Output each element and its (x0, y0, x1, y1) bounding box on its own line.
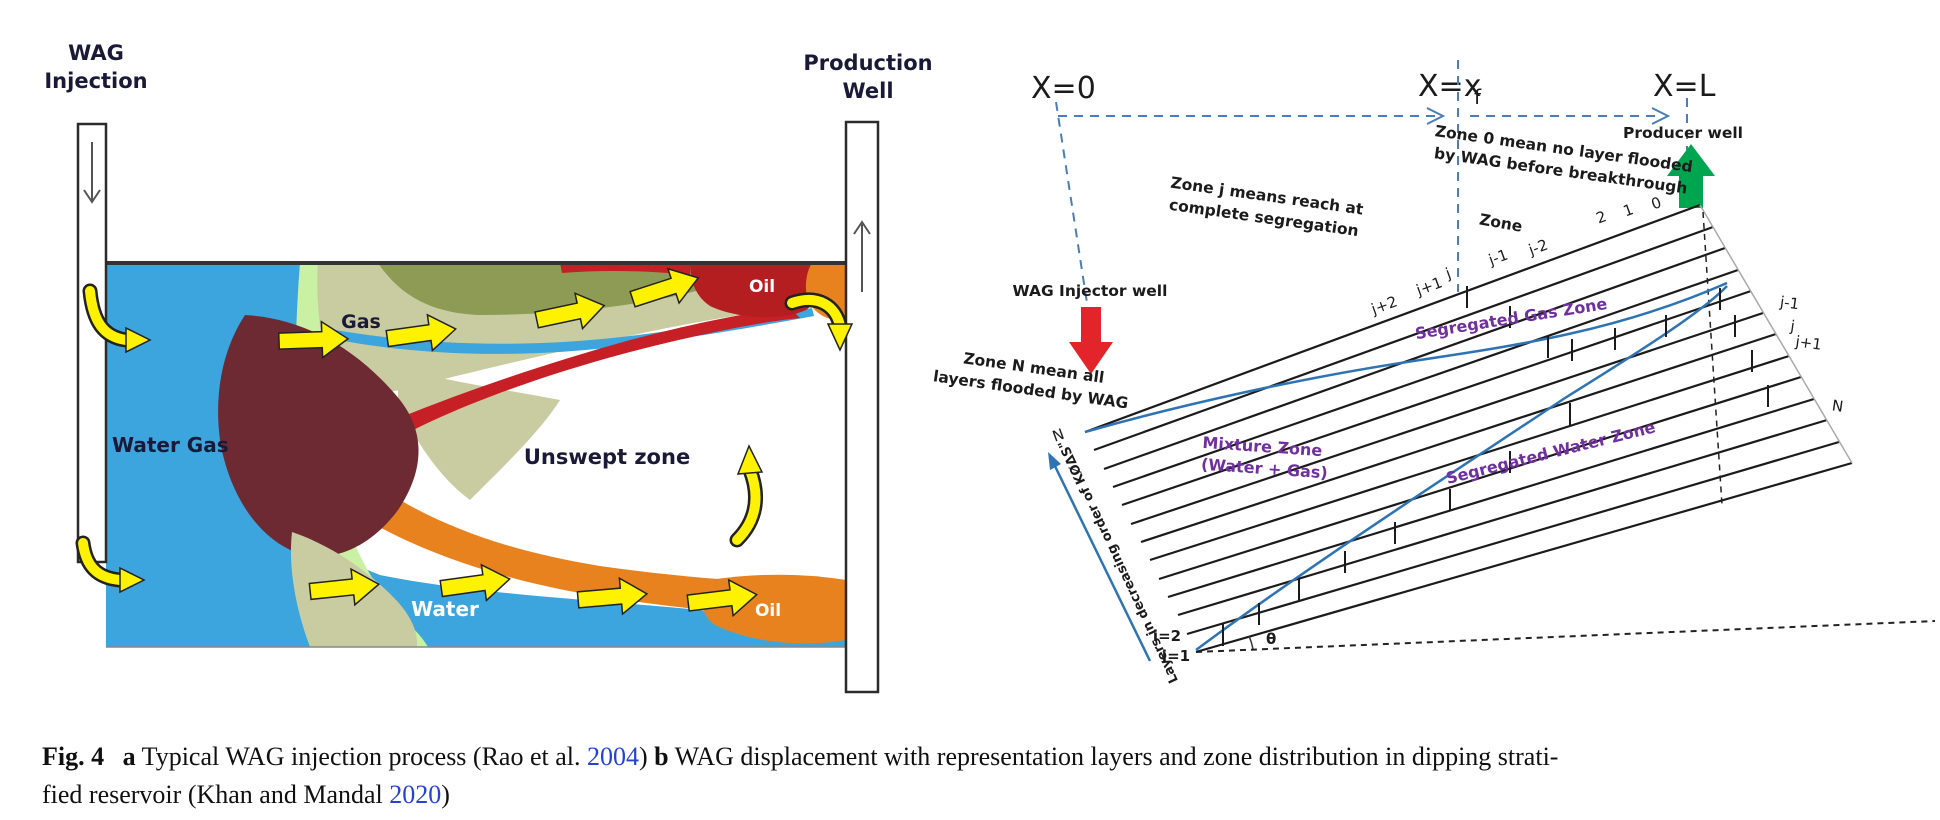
layer-order-axis-label: Layers in decreasing order of KØΔS" (1056, 438, 1182, 686)
horizontal-dashed-baseline (1195, 620, 1936, 653)
gas-label: Gas (341, 311, 381, 333)
caption-text-1: Typical WAG injection process (Rao et al… (141, 742, 581, 771)
caption-ref-year-2004[interactable]: 2004 (587, 742, 639, 771)
layer-index: j+1 (1793, 332, 1823, 354)
flow-arrows (75, 260, 854, 622)
oil-rim-top (560, 263, 690, 275)
layer-order-axis-arrowhead (1048, 452, 1061, 470)
x0-label: X=0 (1031, 71, 1096, 106)
water-gas-label: Water Gas (112, 433, 229, 457)
layer-line (1103, 246, 1726, 471)
breakthrough-dashed-line (1702, 211, 1723, 506)
front-ticks (1222, 286, 1769, 646)
caption-panel-b-tag: b (654, 742, 669, 771)
injector-well-label: WAG Injector well (1013, 282, 1168, 300)
caption-line-2: fied reservoir (Khan and Mandal 2020) (42, 776, 1914, 814)
layer-i2-label: i=2 (1153, 627, 1181, 645)
gas-zone-khaki-lower (398, 368, 560, 500)
segregated-water-zone-label: Segregated Water Zone (1444, 417, 1657, 487)
caption-text-3: fied reservoir (Khan and Mandal (42, 779, 383, 809)
right-layer-indices: j-1 j j+1 N (1778, 293, 1845, 416)
water-label: Water (411, 597, 479, 621)
zone-index: j-2 (1525, 236, 1550, 260)
producer-well-label: Producer well (1623, 124, 1743, 142)
layer-line (1084, 203, 1701, 434)
layer-line (1140, 332, 1777, 544)
curved-arrow-heads (119, 323, 854, 594)
layer-order-axis (1050, 459, 1152, 662)
oil-top-label: Oil (749, 277, 775, 297)
top-zone-indices: j+2 j+1 j j-1 j-2 2 1 0 (1368, 193, 1664, 318)
zone-index: j-1 (1485, 246, 1510, 270)
layer-i1-label: i=1 (1162, 647, 1190, 665)
injection-well-label-2: Injection (44, 69, 147, 93)
layer-index: N (1831, 396, 1845, 415)
dashed-arrowheads (1426, 107, 1671, 125)
injection-flow-arrow-icon (83, 142, 101, 204)
unswept-zone-label: Unswept zone (524, 445, 690, 469)
caption-ref-year-2020[interactable]: 2020 (389, 779, 442, 809)
zone-index: j (1442, 264, 1453, 283)
zone-index: 1 (1621, 200, 1636, 220)
layer-line (1195, 461, 1853, 654)
caption-close-1: ) (639, 742, 648, 771)
water-front-curve (1195, 285, 1728, 652)
layer-line (1186, 440, 1840, 636)
maroon-zone (218, 315, 419, 557)
producer-arrow (1667, 144, 1715, 208)
layer-line (1112, 268, 1739, 489)
xf-label: X=x (1418, 69, 1481, 104)
layer-lines (1084, 203, 1853, 654)
layer-line (1158, 375, 1802, 581)
figure-caption: Fig. 4 a Typical WAG injection process (… (42, 738, 1914, 813)
injection-well-label-1: WAG (68, 41, 124, 65)
panel-b-layered-reservoir-diagram: X=0 X=x f X=L Producer well WAG Injector… (932, 60, 1936, 686)
zone-index: 2 (1594, 207, 1609, 227)
layer-line (1121, 289, 1752, 507)
theta-label: θ (1266, 630, 1276, 648)
layer-line (1093, 225, 1714, 452)
gas-front-curve (1084, 281, 1728, 434)
production-flow-arrow-icon (853, 220, 871, 292)
layer-index: j-1 (1778, 293, 1800, 314)
production-well (844, 120, 880, 694)
production-well-label-2: Well (842, 79, 893, 103)
zone-j-annotation: Zone j means reach at complete segregati… (1168, 174, 1365, 240)
zone-index: j+2 (1368, 292, 1400, 318)
xf-subscript: f (1474, 85, 1482, 109)
layer-line (1167, 397, 1815, 599)
zone-index: 0 (1649, 193, 1664, 213)
zone-word-label: Zone (1478, 210, 1524, 235)
oil-bank-red-streak (370, 308, 800, 445)
caption-close-2: ) (441, 779, 450, 809)
theta-arc (1248, 635, 1254, 650)
oil-bottom-label: Oil (755, 601, 781, 621)
zone-index: j+1 (1413, 273, 1445, 299)
production-well-label-1: Production (803, 51, 932, 75)
curved-arrow-shafts (78, 286, 845, 585)
layer-line (1149, 354, 1790, 562)
layer-line (1130, 311, 1764, 526)
injector-arrow (1069, 307, 1113, 374)
caption-line-1: Fig. 4 a Typical WAG injection process (… (42, 738, 1914, 776)
segregated-gas-zone-label: Segregated Gas Zone (1414, 294, 1609, 343)
dashed-reference-lines (1055, 60, 1688, 304)
layer-line (1177, 418, 1828, 617)
xl-label: X=L (1653, 69, 1716, 104)
layers-right-edge (1699, 204, 1853, 464)
figure-number: Fig. 4 (42, 742, 105, 771)
caption-text-2: WAG displacement with representation lay… (674, 742, 1559, 771)
layer-index: j (1788, 317, 1796, 336)
panel-a-wag-injection-diagram: WAG Injection Production Well Gas Water … (44, 41, 933, 694)
caption-panel-a-tag: a (122, 742, 136, 771)
